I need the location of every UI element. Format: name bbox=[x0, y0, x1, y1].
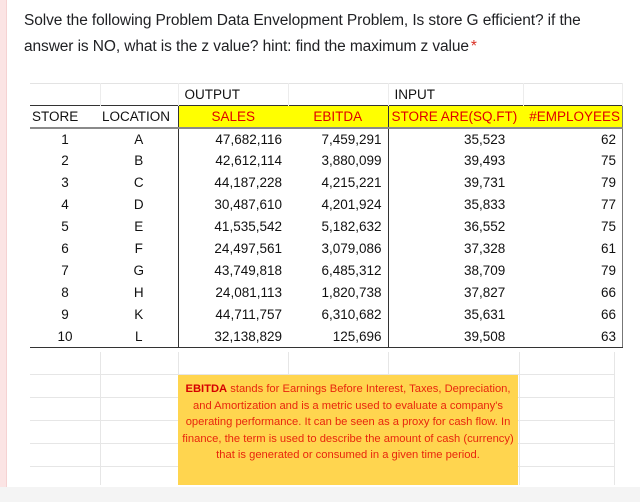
cell-ebitda: 125,696 bbox=[288, 325, 388, 348]
cell-store: 10 bbox=[30, 325, 100, 348]
cell-store-area: 39,731 bbox=[387, 171, 524, 194]
cell-employees: 61 bbox=[523, 237, 624, 260]
empty-cell bbox=[523, 83, 624, 106]
cell-store-area: 35,631 bbox=[387, 303, 524, 326]
cell-store: 5 bbox=[61, 219, 69, 234]
table-row: 1 A 47,682,116 7,459,291 35,523 62 bbox=[30, 127, 624, 150]
dea-data-table: OUTPUT INPUT STORE LOCATION SALES EBITDA… bbox=[30, 83, 624, 348]
table-row: 2 B 42,612,114 3,880,099 39,493 75 bbox=[30, 149, 624, 172]
grid-line bbox=[614, 352, 615, 485]
cell-ebitda: 4,201,924 bbox=[321, 197, 382, 212]
grid-line bbox=[519, 352, 520, 485]
cell-store-area: 35,833 bbox=[387, 193, 524, 216]
cell-location: D bbox=[133, 197, 144, 212]
cell-store: 2 bbox=[61, 153, 69, 168]
cell-employees: 79 bbox=[523, 171, 624, 194]
note-text: stands for Earnings Before Interest, Tax… bbox=[182, 383, 514, 462]
cell-store-area: 37,827 bbox=[387, 281, 524, 304]
header-ebitda: EBITDA bbox=[288, 105, 388, 129]
empty-row bbox=[30, 352, 614, 375]
header-employees: #EMPLOYEES bbox=[523, 105, 624, 129]
cell-ebitda: 1,820,738 bbox=[321, 285, 382, 300]
table-row: 6 F 24,497,561 3,079,086 37,328 61 bbox=[30, 237, 624, 260]
table-row: 3 C 44,187,228 4,215,221 39,731 79 bbox=[30, 171, 624, 194]
cell-sales: 24,081,113 bbox=[177, 281, 288, 304]
table-row: 9 K 44,711,757 6,310,682 35,631 66 bbox=[30, 303, 624, 326]
header-store: STORE bbox=[30, 105, 100, 129]
cell-store-area: 36,552 bbox=[387, 215, 524, 238]
cell-sales: 32,138,829 bbox=[177, 325, 288, 348]
required-asterisk: * bbox=[470, 38, 477, 55]
cell-employees: 79 bbox=[523, 259, 624, 282]
cell-employees: 66 bbox=[523, 281, 624, 304]
cell-store-area: 38,709 bbox=[387, 259, 524, 282]
cell-employees: 62 bbox=[523, 127, 624, 150]
cell-employees: 77 bbox=[523, 193, 624, 216]
cell-location: C bbox=[133, 175, 144, 190]
grid-line bbox=[100, 352, 101, 485]
cell-employees: 66 bbox=[523, 303, 624, 326]
cell-location: G bbox=[133, 263, 144, 278]
cell-store-area: 37,328 bbox=[387, 237, 524, 260]
empty-cell bbox=[100, 83, 179, 106]
cell-ebitda: 3,079,086 bbox=[321, 241, 382, 256]
cell-sales: 41,535,542 bbox=[177, 215, 288, 238]
cell-location: K bbox=[134, 307, 144, 322]
cell-ebitda: 6,485,312 bbox=[321, 263, 382, 278]
cell-sales: 44,187,228 bbox=[177, 171, 288, 194]
bottom-bar bbox=[0, 487, 640, 502]
table-row: 4 D 30,487,610 4,201,924 35,833 77 bbox=[30, 193, 624, 216]
cell-location: B bbox=[134, 153, 144, 168]
cell-location: E bbox=[134, 219, 144, 234]
header-location: LOCATION bbox=[100, 105, 178, 129]
cell-sales: 42,612,114 bbox=[177, 149, 288, 172]
cell-location: A bbox=[134, 131, 144, 147]
cell-location: L bbox=[100, 325, 178, 348]
group-header-row: OUTPUT INPUT bbox=[30, 83, 624, 106]
cell-ebitda: 5,182,632 bbox=[321, 219, 382, 234]
cell-sales: 24,497,561 bbox=[177, 237, 288, 260]
input-group-label: INPUT bbox=[387, 83, 524, 106]
table-row: 7 G 43,749,818 6,485,312 38,709 79 bbox=[30, 259, 624, 282]
table-row: 10 L 32,138,829 125,696 39,508 63 bbox=[30, 325, 624, 348]
cell-employees: 63 bbox=[523, 325, 624, 348]
cell-store: 7 bbox=[61, 263, 69, 278]
cell-store: 9 bbox=[61, 307, 69, 322]
cell-store-area: 39,493 bbox=[387, 149, 524, 172]
cell-store: 8 bbox=[61, 285, 69, 300]
ebitda-definition-note: EBITDA stands for Earnings Before Intere… bbox=[178, 375, 518, 485]
question-text: Solve the following Problem Data Envelop… bbox=[24, 12, 581, 55]
cell-store: 4 bbox=[61, 197, 69, 212]
note-term: EBITDA bbox=[185, 383, 228, 395]
output-group-label: OUTPUT bbox=[177, 83, 289, 106]
cell-ebitda: 3,880,099 bbox=[321, 153, 382, 168]
cell-employees: 75 bbox=[523, 215, 624, 238]
cell-store: 1 bbox=[61, 131, 69, 147]
cell-ebitda: 7,459,291 bbox=[321, 131, 382, 147]
cell-ebitda: 4,215,221 bbox=[321, 175, 382, 190]
left-accent-strip bbox=[0, 0, 7, 502]
cell-ebitda: 6,310,682 bbox=[321, 307, 382, 322]
header-sales: SALES bbox=[177, 105, 288, 129]
cell-sales: 43,749,818 bbox=[177, 259, 288, 282]
cell-store: 6 bbox=[61, 241, 69, 256]
empty-cell bbox=[288, 83, 389, 106]
cell-location: H bbox=[133, 285, 144, 300]
column-header-row: STORE LOCATION SALES EBITDA STORE ARE(SQ… bbox=[30, 105, 624, 129]
question-title: Solve the following Problem Data Envelop… bbox=[24, 8, 624, 60]
table-row: 8 H 24,081,113 1,820,738 37,827 66 bbox=[30, 281, 624, 304]
empty-cell bbox=[30, 83, 101, 106]
cell-sales: 30,487,610 bbox=[177, 193, 288, 216]
table-row: 5 E 41,535,542 5,182,632 36,552 75 bbox=[30, 215, 624, 238]
cell-store: 3 bbox=[61, 175, 69, 190]
cell-store-area: 35,523 bbox=[387, 127, 524, 150]
spreadsheet-image: OUTPUT INPUT STORE LOCATION SALES EBITDA… bbox=[30, 83, 624, 348]
cell-sales: 44,711,757 bbox=[177, 303, 288, 326]
cell-sales: 47,682,116 bbox=[177, 127, 288, 150]
cell-employees: 75 bbox=[523, 149, 624, 172]
cell-store-area: 39,508 bbox=[387, 325, 524, 348]
header-store-area: STORE ARE(SQ.FT) bbox=[387, 105, 524, 129]
cell-location: F bbox=[134, 241, 143, 256]
